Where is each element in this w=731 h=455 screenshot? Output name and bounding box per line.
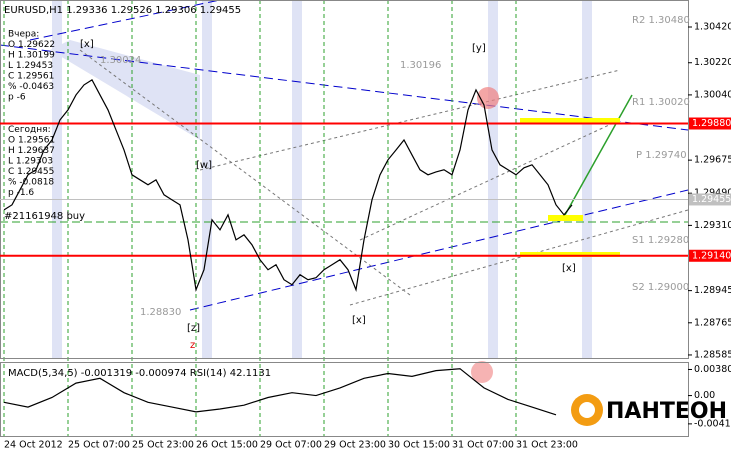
annotation: [x]: [80, 39, 94, 50]
level-tag: [689, 193, 731, 206]
level-tag: [689, 249, 731, 262]
annotation: 1.30196: [400, 60, 441, 71]
chart-title: EURUSD,H1 1.29336 1.29526 1.29306 1.2945…: [4, 5, 241, 16]
info-line: Сегодня:: [8, 125, 51, 135]
level-tag: [689, 117, 731, 130]
price-line: [3, 79, 573, 292]
annotation: S1 1.29280: [632, 235, 689, 246]
y-tick-label: 1.30420: [694, 21, 731, 32]
info-line: p -6: [8, 93, 26, 103]
annotation: [x]: [352, 315, 366, 326]
annotation: z: [190, 340, 195, 351]
info-line: p -1.6: [8, 188, 34, 198]
logo-text: ПАНТЕОН: [606, 399, 727, 424]
y-tick-label: 1.29310: [694, 220, 731, 231]
indicator-title: MACD(5,34,5) -0.001319 -0.000974 RSI(14)…: [8, 368, 271, 379]
info-line: H 1.29637: [8, 146, 55, 156]
y-tick-label: 1.30040: [694, 89, 731, 100]
x-tick-label: 24 Oct 2012: [4, 440, 63, 451]
y-tick-label: 0.003809: [694, 364, 731, 375]
y-tick-label: 1.30220: [694, 57, 731, 68]
y-tick-label: 1.29675: [694, 155, 731, 166]
level-label: 1.29140: [692, 250, 731, 261]
x-tick-label: 31 Oct 07:00: [452, 440, 514, 451]
annotation: R1 1.30020: [632, 97, 690, 108]
y-tick-label: -0.00413: [694, 418, 731, 429]
annotation: [z]: [187, 323, 200, 334]
level-label: 1.29455: [692, 194, 731, 205]
annotation: [x]: [562, 263, 576, 274]
x-tick-label: 31 Oct 23:00: [516, 440, 578, 451]
x-tick-label: 29 Oct 23:00: [324, 440, 386, 451]
x-tick-label: 25 Oct 23:00: [132, 440, 194, 451]
annotation: 1.30024: [100, 55, 141, 66]
info-line: O 1.29561: [8, 136, 55, 146]
annotation: R2 1.30480: [632, 15, 690, 26]
y-tick-label: 1.29490: [694, 188, 731, 199]
info-line: % -0.0463: [8, 82, 54, 92]
info-line: L 1.29453: [8, 61, 53, 71]
x-tick-label: 30 Oct 15:00: [388, 440, 450, 451]
y-tick-label: 0.00: [694, 390, 715, 401]
info-line: % -0.0818: [8, 178, 54, 188]
level-label: 1.29880: [692, 118, 731, 129]
y-tick-label: 1.28585: [694, 349, 731, 360]
panel-frame: [0, 0, 689, 359]
annotation: P 1.29740: [636, 150, 687, 161]
annotation: [y]: [472, 43, 486, 54]
price-line: [3, 368, 557, 416]
x-tick-label: 29 Oct 07:00: [260, 440, 322, 451]
annotation: 1.28830: [140, 307, 181, 318]
info-line: O 1.29622: [8, 40, 55, 50]
annotation: S2 1.29000: [632, 282, 689, 293]
decor: [0, 0, 689, 383]
x-tick-label: 26 Oct 15:00: [196, 440, 258, 451]
info-line: C 1.29561: [8, 72, 54, 82]
info-line: Вчера:: [8, 30, 39, 40]
y-tick-label: 1.28765: [694, 317, 731, 328]
info-line: L 1.29303: [8, 157, 53, 167]
panel-frame: [0, 362, 689, 437]
info-line: H 1.30199: [8, 51, 55, 61]
x-tick-label: 25 Oct 07:00: [68, 440, 130, 451]
logo: ПАНТЕОН: [571, 394, 727, 426]
info-line: C 1.29455: [8, 167, 54, 177]
annotation: [w]: [196, 160, 212, 171]
order-label: #21161948 buy: [4, 211, 85, 222]
y-tick-label: 1.28945: [694, 285, 731, 296]
